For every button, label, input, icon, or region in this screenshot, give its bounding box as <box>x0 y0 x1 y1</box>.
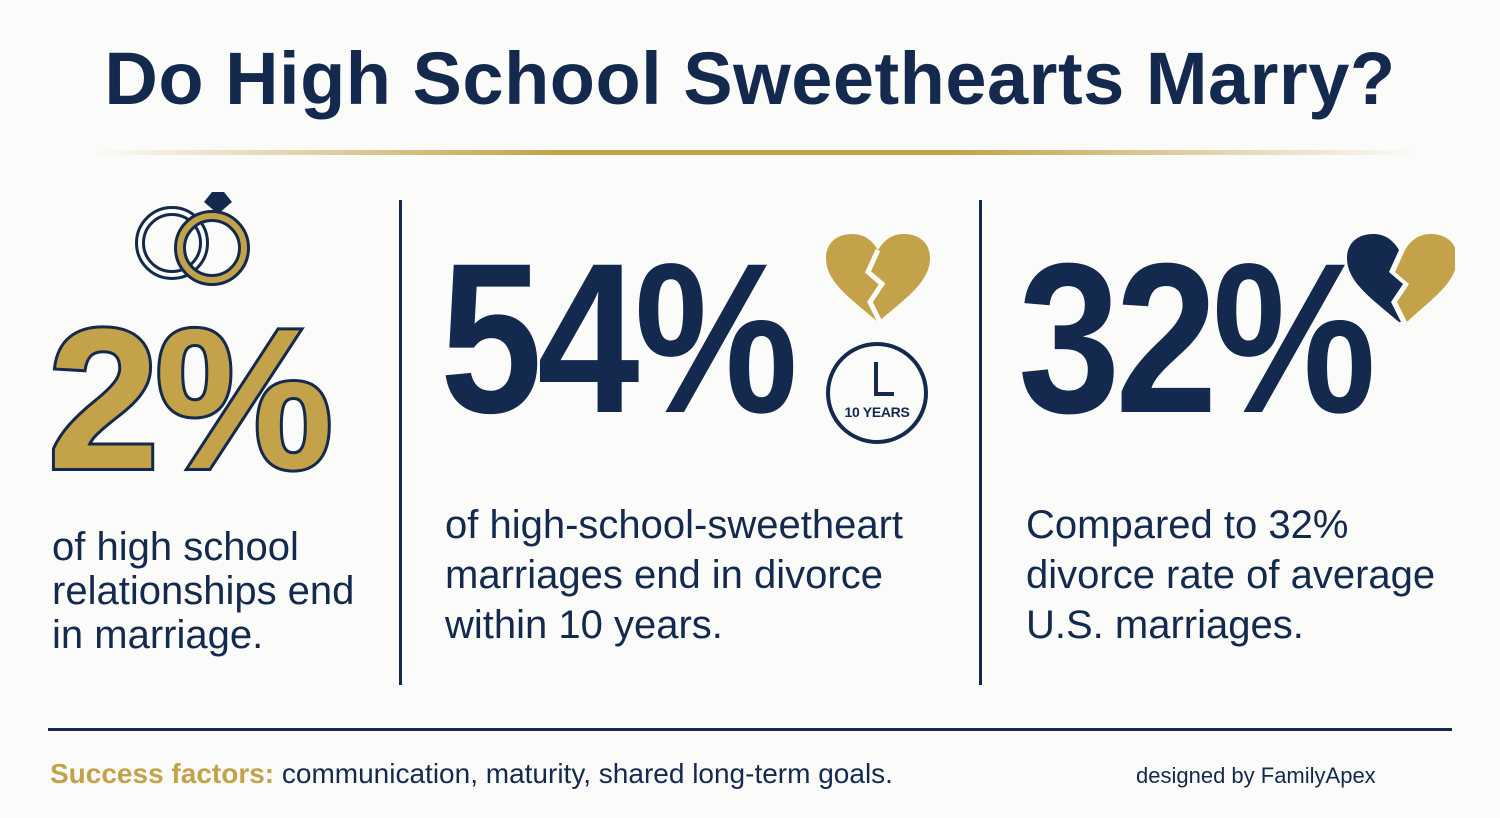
wedding-rings-icon <box>135 192 250 286</box>
stat-value: 32% <box>1018 219 1376 458</box>
broken-heart-icon <box>826 234 930 324</box>
success-factors: Success factors: communication, maturity… <box>50 758 893 790</box>
stat-description: Compared to 32% divorce rate of average … <box>1026 503 1436 647</box>
title-underline <box>90 150 1420 155</box>
clock-icon: 10 YEARS <box>826 342 928 444</box>
column-divider <box>979 200 982 685</box>
designer-credit: designed by FamilyApex <box>1136 763 1376 788</box>
broken-heart-icon <box>1347 234 1455 322</box>
stat-value: 2% <box>45 288 336 511</box>
clock-label: 10 YEARS <box>844 404 910 420</box>
column-divider <box>399 200 402 685</box>
success-factors-label: Success factors: <box>50 758 275 789</box>
success-factors-text: communication, maturity, shared long-ter… <box>274 758 893 789</box>
footer-divider <box>48 728 1452 731</box>
stat-description: of high school relationships end in marr… <box>52 525 355 657</box>
clock-hand <box>874 362 894 396</box>
stat-description: of high-school-sweetheart marriages end … <box>445 503 904 647</box>
page-title: Do High School Sweethearts Marry? <box>104 37 1396 120</box>
stat-value: 54% <box>440 219 798 458</box>
